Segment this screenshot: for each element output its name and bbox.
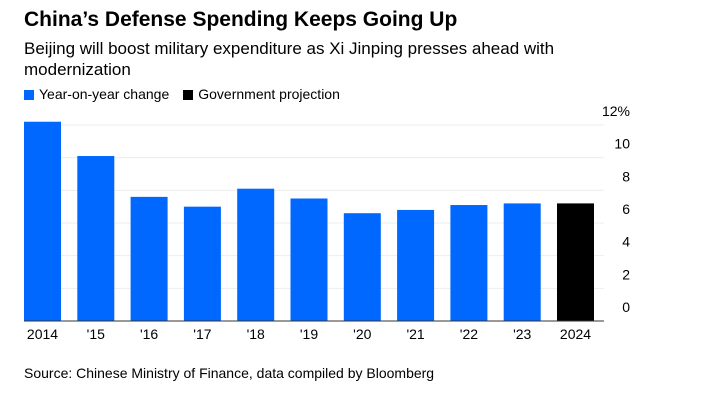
legend-item-yoy: Year-on-year change <box>24 86 169 102</box>
x-tick-label: '22 <box>460 326 478 342</box>
x-tick-label: '18 <box>247 326 265 342</box>
bar-15 <box>77 156 115 321</box>
x-tick-label: '21 <box>406 326 424 342</box>
legend-swatch-blue <box>24 90 34 100</box>
legend: Year-on-year change Government projectio… <box>24 86 340 102</box>
legend-item-projection: Government projection <box>183 86 340 102</box>
bar-23 <box>503 203 541 321</box>
bar-17 <box>183 206 221 321</box>
legend-label: Government projection <box>198 86 340 102</box>
y-tick-label: 8 <box>622 168 630 184</box>
x-tick-label: '19 <box>300 326 318 342</box>
y-tick-label: 12% <box>602 103 630 119</box>
x-tick-label: '23 <box>513 326 531 342</box>
y-tick-label: 6 <box>622 201 630 217</box>
legend-swatch-black <box>183 90 194 100</box>
bar-16 <box>130 196 168 321</box>
y-tick-label: 0 <box>622 299 630 315</box>
x-tick-label: '20 <box>353 326 371 342</box>
source-note: Source: Chinese Ministry of Finance, dat… <box>24 365 435 381</box>
x-tick-label: '16 <box>140 326 158 342</box>
bar-19 <box>290 198 328 321</box>
x-tick-label: 2014 <box>27 326 58 342</box>
x-tick-label: 2024 <box>560 326 591 342</box>
bar-2014 <box>24 121 61 321</box>
x-tick-label: '15 <box>87 326 105 342</box>
bar-22 <box>450 205 488 321</box>
y-tick-label: 4 <box>622 234 630 250</box>
y-tick-label: 10 <box>614 136 630 152</box>
y-tick-label: 2 <box>622 266 630 282</box>
chart-title: China’s Defense Spending Keeps Going Up <box>24 8 458 31</box>
x-tick-label: '17 <box>193 326 211 342</box>
bar-2024 <box>557 203 594 321</box>
bar-20 <box>343 213 381 321</box>
chart-subtitle: Beijing will boost military expenditure … <box>24 39 555 79</box>
legend-label: Year-on-year change <box>39 86 170 102</box>
bar-18 <box>237 188 275 321</box>
bar-21 <box>397 209 435 321</box>
